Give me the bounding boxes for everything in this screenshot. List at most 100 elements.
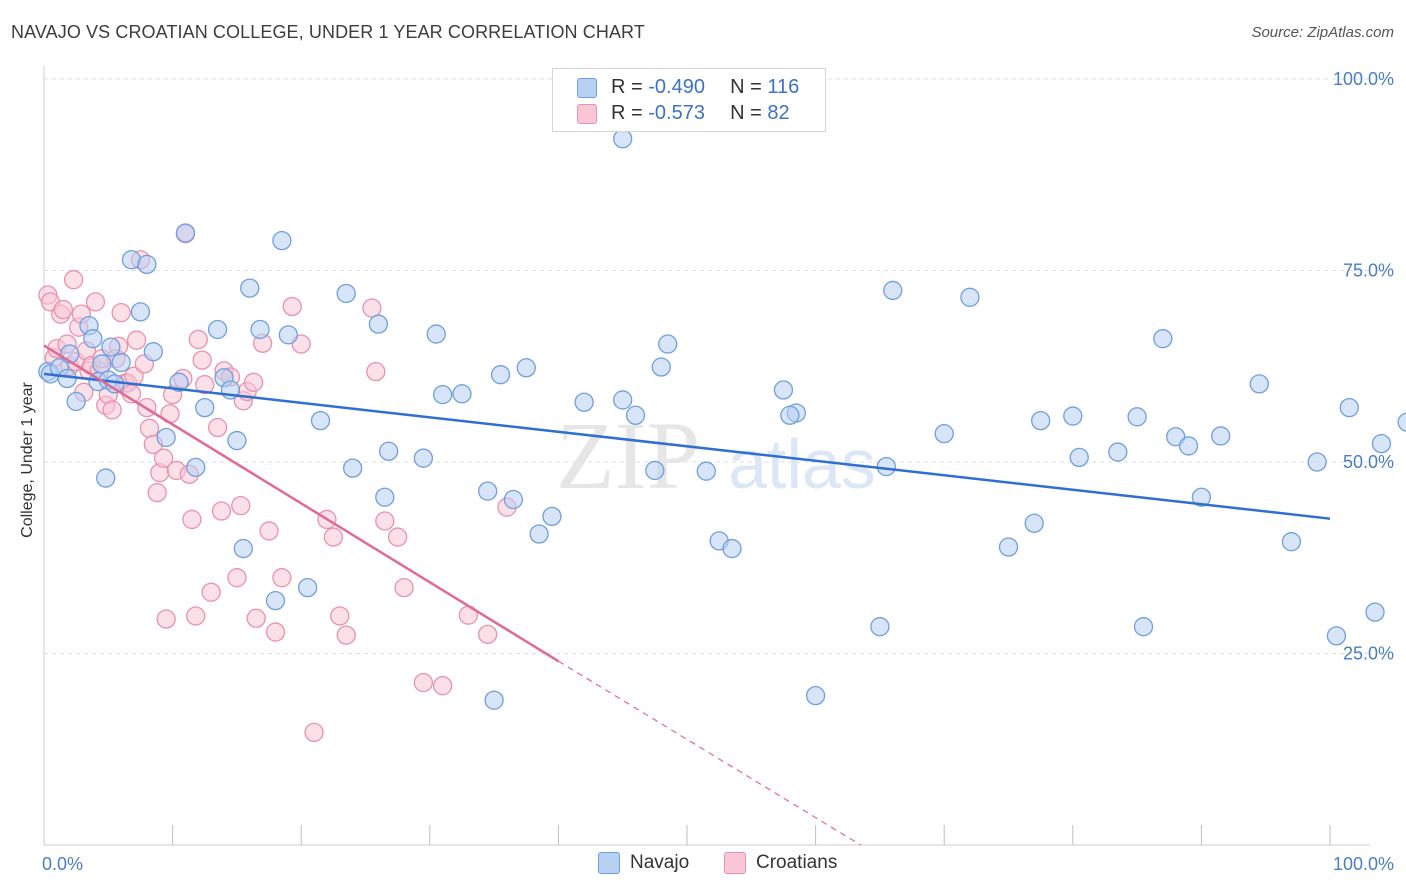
- data-point: [1108, 442, 1128, 462]
- data-point: [342, 458, 363, 478]
- data-point: [1153, 329, 1173, 349]
- legend-item-label: Croatians: [756, 852, 838, 874]
- data-point: [188, 329, 208, 350]
- chart-title: NAVAJO VS CROATIAN COLLEGE, UNDER 1 YEAR…: [11, 22, 645, 42]
- data-point: [175, 223, 196, 243]
- data-point: [282, 296, 302, 317]
- data-point: [375, 511, 395, 531]
- data-point: [780, 405, 800, 425]
- legend-item-navajo: Navajo: [598, 852, 689, 874]
- axes: [43, 66, 1370, 846]
- data-point: [613, 129, 633, 149]
- legend-n-value: 116: [767, 76, 800, 98]
- y-tick-label: 50.0%: [1343, 452, 1394, 472]
- data-point: [233, 538, 253, 559]
- data-point: [387, 527, 408, 547]
- data-point: [960, 287, 980, 307]
- data-point: [63, 270, 84, 290]
- data-point: [336, 283, 356, 304]
- data-point: [1069, 447, 1089, 468]
- data-point: [1024, 513, 1044, 533]
- watermark: ZIP atlas: [556, 402, 876, 509]
- data-point: [1365, 602, 1385, 622]
- data-point: [240, 278, 260, 298]
- data-point: [186, 457, 206, 478]
- data-point: [478, 481, 498, 501]
- data-point: [201, 582, 221, 602]
- data-point: [516, 358, 536, 378]
- legend-row-navajo: R = -0.490 N = 116: [577, 76, 799, 100]
- data-point: [1031, 410, 1051, 431]
- data-point: [490, 365, 511, 385]
- data-point: [625, 405, 646, 425]
- data-point: [143, 342, 163, 362]
- data-point: [645, 460, 665, 481]
- data-point: [542, 506, 562, 527]
- gridlines: [44, 78, 1370, 654]
- legend-n-value: 82: [767, 102, 790, 124]
- data-point: [92, 354, 112, 374]
- chart-source: Source: ZipAtlas.com: [1251, 24, 1394, 41]
- navajo-series: [38, 129, 1406, 710]
- data-point: [195, 397, 215, 418]
- data-point: [336, 625, 356, 645]
- data-point: [57, 368, 77, 389]
- legend-n-label: N =: [730, 102, 762, 124]
- data-point: [1127, 407, 1147, 427]
- data-point: [1397, 412, 1406, 432]
- data-point: [96, 468, 116, 488]
- data-point: [413, 672, 434, 693]
- legend-item-croatians: Croatians: [724, 852, 837, 874]
- data-point: [651, 357, 671, 377]
- data-point: [310, 410, 331, 431]
- data-point: [147, 482, 167, 503]
- data-point: [130, 302, 151, 322]
- data-point: [1249, 374, 1269, 394]
- data-point: [998, 537, 1019, 557]
- series-legend: Navajo Croatians: [0, 852, 1406, 878]
- croatians-swatch: [724, 852, 746, 874]
- legend-r-label: R =: [611, 102, 643, 124]
- data-point: [192, 350, 212, 370]
- data-point: [883, 280, 903, 301]
- data-point: [186, 606, 206, 626]
- data-point: [137, 254, 157, 275]
- data-point: [1063, 406, 1083, 426]
- data-point: [259, 521, 279, 541]
- data-point: [934, 424, 954, 444]
- data-point: [503, 489, 524, 510]
- y-tick-label: 100.0%: [1333, 69, 1394, 89]
- data-point: [272, 568, 292, 588]
- x-tick-label: 0.0%: [42, 854, 83, 874]
- data-point: [696, 461, 716, 481]
- data-point: [574, 392, 594, 412]
- data-point: [362, 298, 382, 318]
- x-tick-label: 100.0%: [1333, 854, 1394, 874]
- data-point: [207, 417, 228, 438]
- data-point: [246, 608, 266, 628]
- navajo-swatch: [577, 77, 597, 98]
- data-point: [433, 676, 453, 696]
- data-point: [368, 314, 389, 334]
- data-point: [478, 624, 498, 644]
- data-point: [101, 337, 121, 357]
- data-point: [126, 330, 147, 350]
- data-point: [211, 501, 232, 521]
- data-point: [378, 441, 399, 461]
- data-point: [243, 372, 264, 392]
- data-point: [366, 361, 386, 382]
- data-point: [805, 685, 826, 706]
- y-tick-label: 25.0%: [1343, 644, 1394, 664]
- data-point: [272, 230, 292, 251]
- data-point: [304, 722, 324, 743]
- data-point: [156, 609, 176, 629]
- data-point: [1339, 397, 1359, 418]
- data-point: [111, 352, 131, 373]
- data-point: [375, 487, 395, 507]
- data-point: [207, 319, 228, 340]
- data-point: [111, 302, 131, 323]
- data-point: [1211, 426, 1231, 446]
- data-point: [231, 496, 251, 516]
- data-point: [323, 527, 344, 547]
